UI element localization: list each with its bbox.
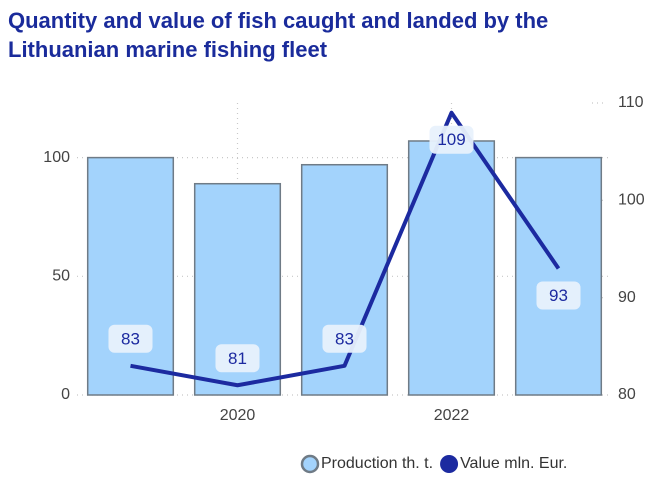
y-tick-label: 50 [52, 268, 70, 285]
chart-title: Quantity and value of fish caught and la… [8, 8, 549, 62]
data-label: 93 [536, 281, 581, 310]
y2-tick-label: 90 [618, 289, 636, 306]
legend-swatch [300, 454, 320, 474]
x-tick-label: 2020 [220, 407, 256, 424]
data-label-text: 81 [228, 349, 247, 368]
x-tick-label: 2022 [434, 407, 470, 424]
data-label: 83 [108, 324, 153, 353]
legend-swatch [440, 455, 459, 473]
data-label: 109 [429, 125, 474, 154]
data-label: 83 [322, 324, 367, 353]
data-label-text: 83 [335, 329, 354, 348]
data-label-box [322, 324, 367, 353]
legend-label: Value mln. Eur. [460, 455, 567, 472]
data-label-text: 83 [121, 329, 140, 348]
y2-tick-label: 110 [618, 94, 644, 111]
data-label-box [215, 344, 260, 373]
data-label-box [536, 281, 581, 310]
bar [514, 156, 603, 396]
data-label: 81 [215, 344, 260, 373]
y2-tick-label: 100 [618, 192, 645, 209]
bar [86, 156, 175, 396]
y2-tick-label: 80 [618, 386, 636, 403]
line [130, 110, 561, 388]
data-label-text: 109 [437, 130, 465, 149]
legend-label: Production th. t. [321, 455, 433, 472]
data-label-text: 93 [549, 286, 568, 305]
y-tick-label: 0 [61, 386, 70, 403]
data-label-box [429, 125, 474, 154]
data-label-box [108, 324, 153, 353]
bar [300, 163, 389, 396]
y-tick-label: 100 [43, 149, 70, 166]
